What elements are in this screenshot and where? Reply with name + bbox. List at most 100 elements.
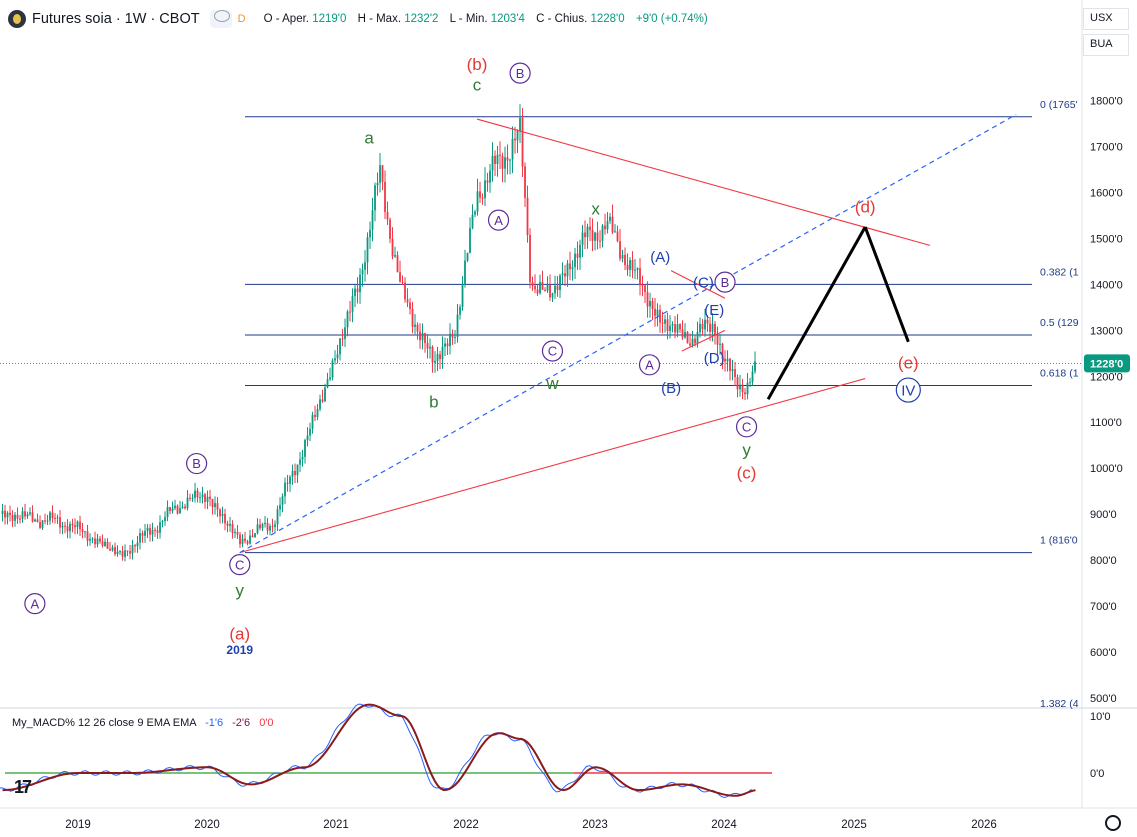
candle-body [289,476,291,484]
candle-body [341,338,344,340]
candle-body [626,265,629,270]
candle-body [269,526,271,531]
tradingview-logo[interactable]: 17 [14,777,32,797]
candle-body [136,542,139,547]
candle-body [169,507,171,511]
wave-label: (a) [229,624,250,643]
fib-label: 1 (816'0 [1040,535,1078,547]
settings-gear-icon[interactable] [1105,815,1121,831]
candle-body [246,541,249,544]
candle-body [616,231,619,242]
candle-body [181,506,184,509]
candle-body [744,392,746,395]
candle-body [51,512,54,518]
last-price-label: 1228'0 [1090,358,1123,370]
candle-body [386,212,389,220]
candle-body [441,346,444,360]
candle-body [249,535,251,544]
candle-body [379,165,381,183]
candle-body [734,369,736,378]
candle-body [59,517,61,528]
candle-body [19,518,21,520]
candle-body [419,331,421,341]
candle-body [336,354,339,359]
candle-body [634,269,636,271]
wave-label: A [645,357,654,372]
candle-body [214,503,216,508]
candle-body [631,260,634,271]
candle-body [239,534,241,545]
candle-body [264,522,266,524]
trendline [239,113,1017,554]
candle-body [346,311,349,328]
wave-label: c [473,76,482,95]
candle-body [449,333,451,347]
candle-body [414,324,416,327]
candle-body [6,512,9,518]
currency-select[interactable]: USX [1083,8,1129,30]
candle-body [691,338,694,346]
macd-legend[interactable]: My_MACD% 12 26 close 9 EMA EMA -1'6 -2'6… [12,717,274,729]
candle-body [681,329,684,338]
delay-badge[interactable]: D [237,13,246,25]
candle-body [14,514,16,521]
candle-body [589,226,591,230]
fib-label: 0.5 (129 [1040,317,1079,329]
candle-body [234,531,236,534]
candle-body [186,497,189,509]
wave-label: (d) [855,197,876,216]
candle-body [611,216,614,233]
candle-body [371,210,374,230]
trendline [476,118,931,246]
price-tick-label: 1800'0 [1090,96,1123,108]
candle-body [131,545,134,554]
candle-body [396,255,399,273]
candle-body [104,541,106,546]
high-value: 1232'2 [404,13,439,25]
price-tick-label: 1100'0 [1090,417,1122,429]
symbol-title[interactable]: Futures soia · 1W · CBOT [32,11,200,27]
macd-tick-label: 10'0 [1090,711,1110,723]
candle-body [489,170,491,183]
candle-body [361,269,364,275]
price-tick-label: 800'0 [1090,555,1117,567]
wave-label-circle [186,452,208,475]
candle-body [271,526,274,528]
eye-icon [213,10,230,22]
open-value: 1219'0 [312,13,347,25]
candle-body [4,510,6,518]
wave-label-circle [638,354,661,376]
visibility-toggle[interactable] [209,10,232,28]
candle-body [514,138,516,141]
wave-label: C [742,419,751,434]
wave-label: C [235,557,244,572]
candle-body [156,530,159,533]
candle-body [676,324,679,333]
candle-body [549,284,551,298]
time-tick-label: 2024 [711,819,737,831]
candle-body [679,324,681,330]
candle-body [11,514,14,521]
candle-body [319,399,321,410]
candle-body [36,519,39,523]
candle-body [694,338,696,344]
candle-body [219,509,221,517]
candle-body [466,253,469,261]
candle-body [636,268,639,270]
candle-body [391,238,394,257]
fib-label: 1.382 (4 [1040,698,1079,710]
wave-label-circle [229,553,251,576]
candle-body [369,229,371,238]
unit-select[interactable]: BUA [1083,34,1129,56]
candle-body [436,354,439,361]
candle-body [189,497,191,499]
candle-body [506,157,509,161]
candle-body [501,155,504,169]
candle-body [689,343,691,346]
trendline [239,378,866,554]
soybean-symbol-icon[interactable] [8,10,26,28]
candle-body [376,182,379,186]
candle-body [474,211,476,215]
candle-body [544,289,546,291]
